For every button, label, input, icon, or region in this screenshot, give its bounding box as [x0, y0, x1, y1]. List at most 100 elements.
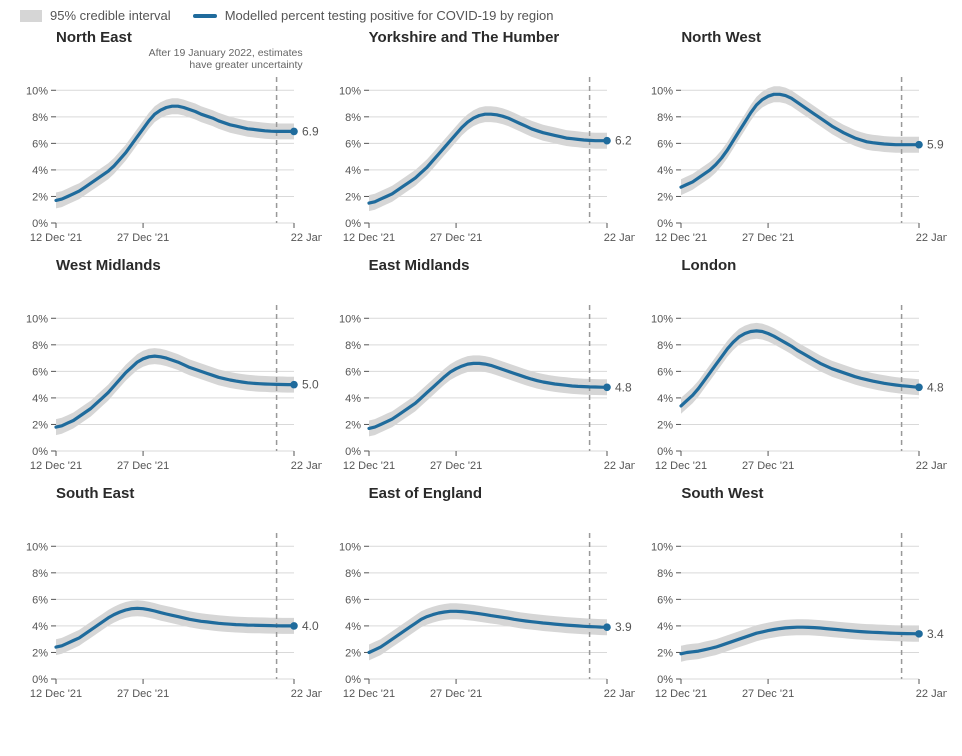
chart-panel: North EastAfter 19 January 2022, estimat… — [14, 29, 323, 251]
y-tick-label: 4% — [32, 621, 48, 633]
end-marker-icon — [916, 141, 924, 149]
panel-title: East Midlands — [327, 257, 636, 275]
chart-panel: East MidlandsAfter 19 January 2022, esti… — [327, 257, 636, 479]
y-tick-label: 10% — [339, 313, 361, 325]
x-tick-label: 27 Dec '21 — [430, 460, 482, 472]
x-tick-label: 12 Dec '21 — [655, 688, 707, 700]
y-tick-label: 6% — [345, 594, 361, 606]
x-tick-label: 12 Dec '21 — [655, 460, 707, 472]
ci-band — [681, 323, 919, 414]
end-marker-icon — [603, 623, 611, 631]
x-tick-label: 22 Jan '22 — [916, 460, 947, 472]
chart-area: 0%2%4%6%8%10%4.812 Dec '2127 Dec '2122 J… — [639, 299, 948, 479]
panel-title: South East — [14, 485, 323, 503]
chart-svg: 0%2%4%6%8%10%6.212 Dec '2127 Dec '2122 J… — [327, 71, 635, 251]
ci-band — [56, 98, 294, 208]
y-tick-label: 8% — [657, 112, 673, 124]
y-tick-label: 4% — [32, 393, 48, 405]
y-tick-label: 4% — [32, 165, 48, 177]
x-tick-label: 22 Jan '22 — [916, 232, 947, 244]
end-marker-icon — [290, 381, 298, 389]
panel-subtitle: After 19 January 2022, estimateshave gre… — [14, 47, 323, 71]
y-tick-label: 10% — [26, 313, 48, 325]
y-tick-label: 10% — [651, 85, 673, 97]
y-tick-label: 4% — [657, 621, 673, 633]
x-tick-label: 22 Jan '22 — [291, 232, 322, 244]
chart-svg: 0%2%4%6%8%10%3.912 Dec '2127 Dec '2122 J… — [327, 527, 635, 707]
y-tick-label: 4% — [345, 393, 361, 405]
y-tick-label: 10% — [26, 85, 48, 97]
end-value-label: 3.9 — [615, 620, 632, 634]
chart-svg: 0%2%4%6%8%10%3.412 Dec '2127 Dec '2122 J… — [639, 527, 947, 707]
x-tick-label: 27 Dec '21 — [117, 232, 169, 244]
y-tick-label: 0% — [345, 674, 361, 686]
y-tick-label: 0% — [32, 218, 48, 230]
chart-area: 0% 2% 4% 6% 8% 10% 6.9 12 Dec '21 27 Dec '21 22 J… — [14, 71, 323, 251]
y-tick-label: 6% — [657, 366, 673, 378]
panel-title: London — [639, 257, 948, 275]
y-tick-label: 8% — [657, 340, 673, 352]
y-tick-label: 10% — [26, 541, 48, 553]
ci-swatch-icon — [20, 10, 42, 22]
chart-area: 0%2%4%6%8%10%5.912 Dec '2127 Dec '2122 J… — [639, 71, 948, 251]
end-value-label: 6.9 — [302, 124, 319, 138]
y-tick-label: 6% — [345, 366, 361, 378]
x-tick-label: 22 Jan '22 — [603, 688, 634, 700]
x-tick-label: 12 Dec '21 — [343, 460, 395, 472]
chart-area: 0%2%4%6%8%10%5.012 Dec '2127 Dec '2122 J… — [14, 299, 323, 479]
legend-item-line: Modelled percent testing positive for CO… — [193, 8, 554, 23]
x-tick-label: 22 Jan '22 — [603, 232, 634, 244]
y-tick-label: 6% — [657, 594, 673, 606]
panel-title: West Midlands — [14, 257, 323, 275]
y-tick-label: 8% — [657, 568, 673, 580]
x-tick-label: 12 Dec '21 — [30, 688, 82, 700]
y-tick-label: 2% — [657, 419, 673, 431]
series-line — [369, 363, 607, 428]
y-tick-label: 8% — [32, 112, 48, 124]
x-tick-label: 12 Dec '21 — [30, 232, 82, 244]
y-tick-label: 2% — [345, 647, 361, 659]
x-tick-label: 27 Dec '21 — [742, 460, 794, 472]
end-value-label: 4.8 — [615, 380, 632, 394]
panel-title: Yorkshire and The Humber — [327, 29, 636, 47]
y-tick-label: 0% — [345, 446, 361, 458]
x-tick-label: 27 Dec '21 — [117, 688, 169, 700]
chart-panel: Yorkshire and The HumberAfter 19 January… — [327, 29, 636, 251]
y-tick-label: 10% — [651, 541, 673, 553]
page-root: 95% credible interval Modelled percent t… — [0, 0, 962, 756]
end-value-label: 6.2 — [615, 134, 632, 148]
y-tick-label: 8% — [32, 568, 48, 580]
x-tick-label: 22 Jan '22 — [291, 688, 322, 700]
line-swatch-icon — [193, 14, 217, 18]
chart-panel: North WestAfter 19 January 2022, estimat… — [639, 29, 948, 251]
end-marker-icon — [916, 383, 924, 391]
y-tick-label: 8% — [345, 568, 361, 580]
x-tick-label: 12 Dec '21 — [343, 688, 395, 700]
legend-ci-label: 95% credible interval — [50, 8, 171, 23]
x-tick-label: 27 Dec '21 — [430, 688, 482, 700]
y-tick-label: 4% — [345, 165, 361, 177]
panel-title: North West — [639, 29, 948, 47]
end-value-label: 4.8 — [927, 380, 944, 394]
y-tick-label: 4% — [657, 165, 673, 177]
y-tick-label: 8% — [345, 340, 361, 352]
panel-title: South West — [639, 485, 948, 503]
legend-line-label: Modelled percent testing positive for CO… — [225, 8, 554, 23]
end-value-label: 5.0 — [302, 378, 319, 392]
y-tick-label: 2% — [657, 647, 673, 659]
y-tick-label: 0% — [345, 218, 361, 230]
y-tick-label: 6% — [32, 138, 48, 150]
x-tick-label: 22 Jan '22 — [916, 688, 947, 700]
y-tick-label: 8% — [32, 340, 48, 352]
y-tick-label: 6% — [32, 366, 48, 378]
y-tick-label: 0% — [657, 674, 673, 686]
y-tick-label: 2% — [345, 191, 361, 203]
x-tick-label: 27 Dec '21 — [742, 232, 794, 244]
y-tick-label: 10% — [651, 313, 673, 325]
end-value-label: 4.0 — [302, 619, 319, 633]
y-tick-label: 6% — [657, 138, 673, 150]
ci-band — [369, 106, 607, 211]
panel-title: North East — [14, 29, 323, 47]
y-tick-label: 2% — [32, 191, 48, 203]
chart-svg: 0%2%4%6%8%10%4.812 Dec '2127 Dec '2122 J… — [639, 299, 947, 479]
